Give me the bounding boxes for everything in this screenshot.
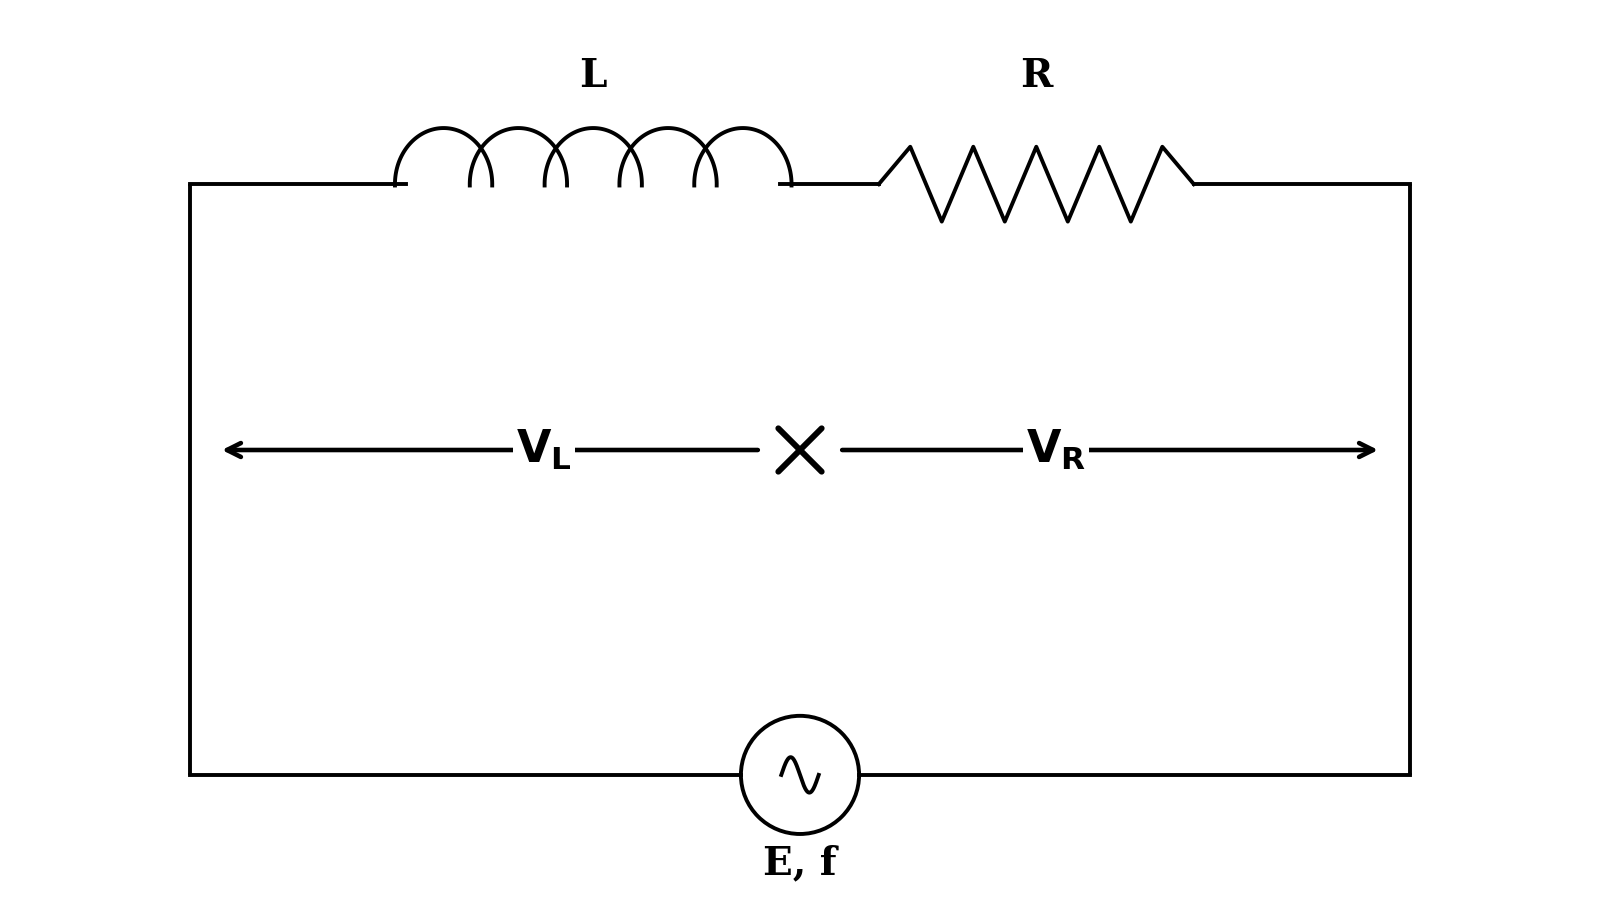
Text: $\mathbf{V_R}$: $\mathbf{V_R}$ — [1026, 428, 1086, 473]
Text: $\mathbf{V_L}$: $\mathbf{V_L}$ — [517, 428, 571, 473]
Text: R: R — [1021, 57, 1053, 94]
Text: L: L — [579, 57, 606, 94]
Text: E, f: E, f — [763, 844, 837, 883]
